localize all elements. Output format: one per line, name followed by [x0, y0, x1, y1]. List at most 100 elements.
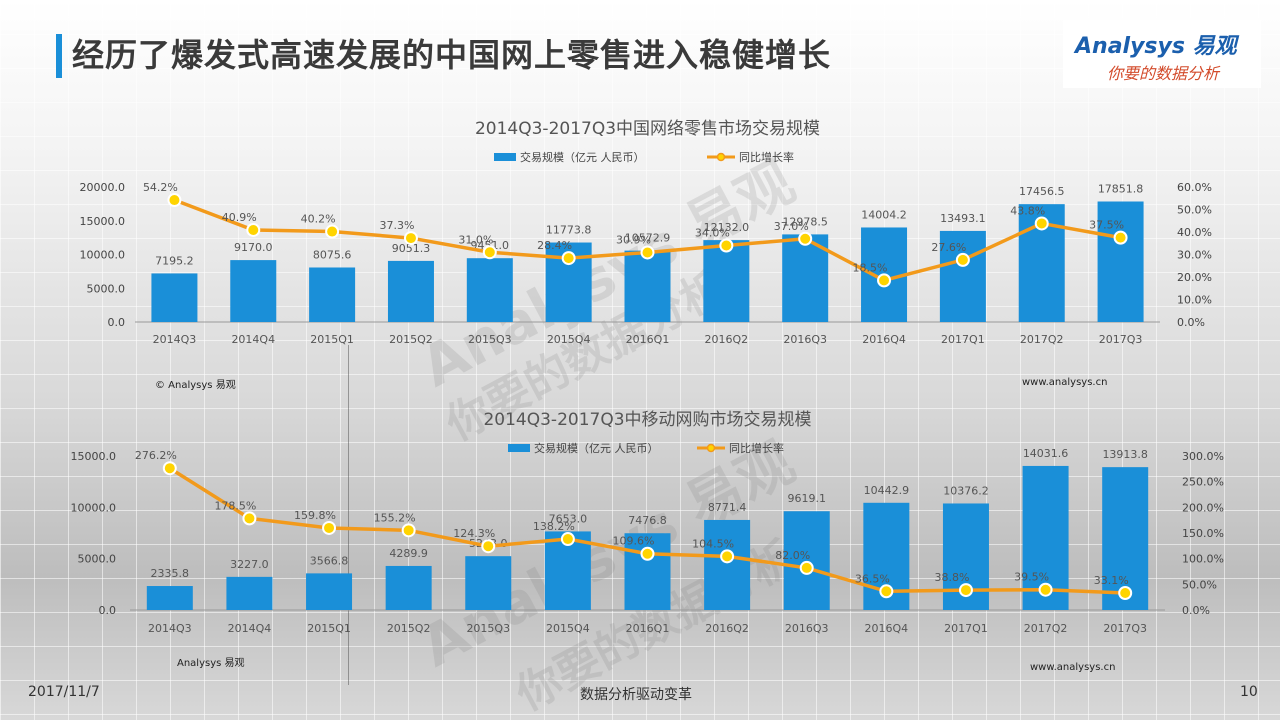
growth-rate-label: 37.3%: [379, 219, 414, 232]
bar-value-label: 10442.9: [864, 484, 910, 497]
bar: [151, 273, 198, 322]
growth-rate-label: 178.5%: [214, 499, 256, 512]
growth-rate-label: 28.4%: [537, 239, 572, 252]
growth-rate-point: [798, 231, 813, 246]
growth-rate-point: [167, 193, 182, 208]
y2-axis-tick-label: 30.0%: [1177, 249, 1212, 262]
y-axis-tick-label: 5000.0: [87, 282, 126, 295]
growth-rate-point: [955, 252, 970, 267]
bar-value-label: 12978.5: [782, 215, 828, 228]
bar: [782, 234, 829, 322]
bar: [230, 260, 277, 322]
growth-rate-label: 104.5%: [692, 537, 734, 550]
x-axis-tick-label: 2016Q3: [783, 333, 827, 346]
bar-value-label: 3227.0: [230, 558, 269, 571]
y2-axis-tick-label: 20.0%: [1177, 271, 1212, 284]
x-axis-tick-label: 2017Q3: [1099, 333, 1143, 346]
y2-axis-tick-label: 10.0%: [1177, 294, 1212, 307]
x-axis-tick-label: 2015Q3: [468, 333, 512, 346]
bar-value-label: 8771.4: [708, 501, 747, 514]
legend-bar-label: 交易规模（亿元 人民币）: [520, 150, 645, 164]
growth-rate-label: 43.8%: [1010, 204, 1045, 217]
y2-axis-tick-label: 150.0%: [1182, 527, 1224, 540]
bar-value-label: 17851.8: [1098, 183, 1144, 196]
growth-rate-point: [1113, 230, 1128, 245]
y-axis-tick-label: 15000.0: [80, 215, 126, 228]
y2-axis-tick-label: 60.0%: [1177, 181, 1212, 194]
analysys-logo: Analysys 易观 你要的数据分析: [1063, 20, 1261, 88]
growth-rate-point: [640, 245, 655, 260]
growth-rate-point: [325, 224, 340, 239]
bar-value-label: 7653.0: [549, 512, 588, 525]
growth-rate-label: 40.2%: [301, 213, 336, 226]
growth-rate-point: [560, 532, 575, 547]
bar-value-label: 7195.2: [155, 254, 194, 267]
y-axis-tick-label: 5000.0: [78, 553, 117, 566]
bar-value-label: 4289.9: [389, 547, 428, 560]
growth-rate-label: 30.9%: [616, 233, 651, 246]
page-title: 经历了爆发式高速发展的中国网上零售进入稳健增长: [72, 36, 832, 74]
growth-rate-point: [322, 520, 337, 535]
legend-line-label: 同比增长率: [739, 150, 794, 164]
x-axis-tick-label: 2017Q1: [944, 622, 988, 635]
bar-value-label: 9051.3: [392, 242, 431, 255]
bar-value-label: 13493.1: [940, 212, 986, 225]
growth-rate-label: 36.5%: [855, 572, 890, 585]
legend-bar-swatch: [494, 153, 516, 161]
bar: [465, 556, 512, 610]
x-axis-tick-label: 2014Q3: [153, 333, 197, 346]
x-axis-tick-label: 2016Q1: [626, 333, 670, 346]
growth-rate-point: [401, 523, 416, 538]
x-axis-tick-label: 2014Q3: [148, 622, 192, 635]
divider-line: [348, 345, 349, 685]
growth-rate-label: 54.2%: [143, 181, 178, 194]
bar: [703, 240, 750, 322]
growth-rate-label: 27.6%: [931, 241, 966, 254]
chart-title: 2014Q3-2017Q3中移动网购市场交易规模: [483, 410, 811, 430]
chart-title: 2014Q3-2017Q3中国网络零售市场交易规模: [475, 119, 820, 139]
bar: [309, 267, 356, 322]
legend-bar-swatch: [508, 444, 530, 452]
page-number: 10: [1240, 684, 1258, 700]
growth-rate-point: [719, 238, 734, 253]
logo-tagline: 你要的数据分析: [1107, 64, 1220, 83]
growth-rate-label: 159.8%: [294, 509, 336, 522]
growth-rate-point: [877, 273, 892, 288]
y2-axis-tick-label: 40.0%: [1177, 226, 1212, 239]
bar-value-label: 12132.0: [704, 221, 750, 234]
title-accent-bar: [56, 34, 62, 78]
bar: [783, 511, 830, 610]
footer-slogan: 数据分析驱动变革: [580, 687, 692, 703]
bar: [466, 258, 513, 322]
y2-axis-tick-label: 200.0%: [1182, 501, 1224, 514]
bar-value-label: 10376.2: [943, 484, 989, 497]
y2-axis-tick-label: 0.0%: [1182, 604, 1210, 617]
x-axis-tick-label: 2015Q2: [389, 333, 433, 346]
bar-value-label: 10572.9: [625, 232, 671, 245]
legend-bar-label: 交易规模（亿元 人民币）: [534, 441, 659, 455]
y2-axis-tick-label: 100.0%: [1182, 553, 1224, 566]
bar-value-label: 11773.8: [546, 224, 592, 237]
growth-rate-point: [162, 461, 177, 476]
logo-brand-text: Analysys 易观: [1075, 34, 1237, 59]
bar-value-label: 7476.8: [628, 514, 667, 527]
growth-rate-label: 82.0%: [775, 549, 810, 562]
y-axis-tick-label: 15000.0: [71, 450, 117, 463]
bar-value-label: 2335.8: [151, 567, 190, 580]
x-axis-tick-label: 2015Q4: [546, 622, 590, 635]
growth-rate-point: [481, 539, 496, 554]
chart-source: © Analysys 易观: [155, 379, 236, 391]
growth-rate-point: [561, 251, 576, 266]
bar-value-label: 9619.1: [787, 492, 826, 505]
growth-rate-label: 138.2%: [533, 520, 575, 533]
growth-rate-point: [879, 584, 894, 599]
chart-source: Analysys 易观: [177, 657, 245, 669]
growth-rate-label: 155.2%: [374, 511, 416, 524]
y-axis-tick-label: 0.0: [108, 316, 126, 329]
growth-rate-label: 109.6%: [613, 535, 655, 548]
bar-value-label: 8075.6: [313, 248, 352, 261]
bar: [624, 250, 671, 322]
x-axis-tick-label: 2016Q2: [705, 622, 749, 635]
